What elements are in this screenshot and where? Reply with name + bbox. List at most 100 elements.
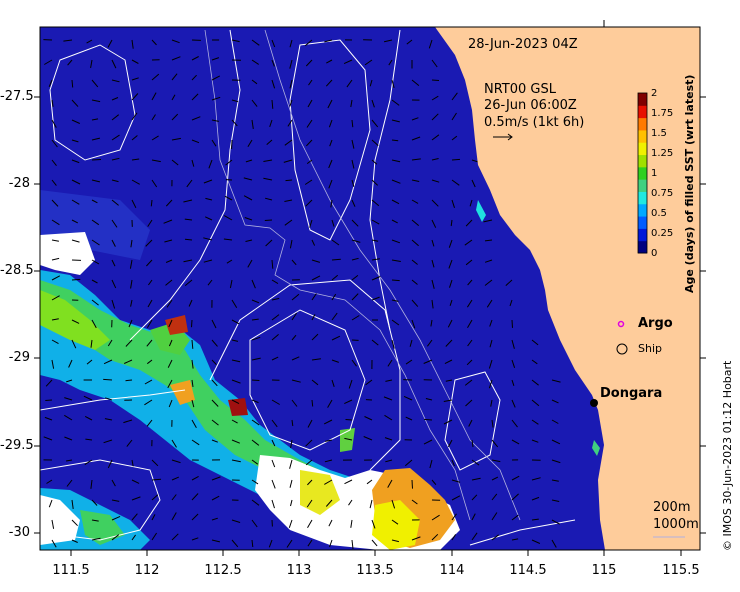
current-arrow xyxy=(251,419,260,426)
current-arrow xyxy=(211,439,218,443)
current-arrow xyxy=(263,159,273,162)
current-arrow xyxy=(131,534,137,541)
current-arrow xyxy=(231,99,239,103)
current-arrow xyxy=(191,493,199,501)
current-arrow xyxy=(451,513,457,521)
current-arrow xyxy=(531,439,539,443)
colorbar-segment xyxy=(638,154,647,168)
current-arrow xyxy=(363,436,373,441)
current-arrow xyxy=(445,379,453,382)
current-arrow xyxy=(46,479,53,484)
current-arrow xyxy=(351,315,360,321)
current-arrow xyxy=(231,379,241,384)
current-arrow xyxy=(191,399,195,408)
current-arrow xyxy=(384,414,393,421)
current-arrow xyxy=(411,279,418,285)
y-tick-label: -30 xyxy=(8,525,30,540)
current-arrow xyxy=(128,319,133,328)
current-arrow xyxy=(130,279,133,289)
current-arrow xyxy=(251,357,261,361)
current-arrow xyxy=(331,258,341,261)
colorbar-segment xyxy=(638,105,647,119)
current-arrow xyxy=(391,199,400,205)
current-arrow xyxy=(391,279,400,282)
current-arrow xyxy=(411,179,420,182)
current-arrow xyxy=(451,199,455,208)
current-arrow xyxy=(151,135,159,141)
current-arrow xyxy=(531,359,538,365)
current-arrow xyxy=(344,399,353,405)
x-tick-label: 114.5 xyxy=(509,563,547,578)
current-arrow xyxy=(431,134,440,141)
current-arrow xyxy=(211,379,218,387)
current-arrow xyxy=(186,179,193,188)
current-arrow xyxy=(409,339,413,347)
current-arrow xyxy=(324,459,333,463)
current-arrow xyxy=(383,396,393,401)
current-arrow xyxy=(431,219,437,228)
current-arrow xyxy=(426,339,433,347)
current-arrow xyxy=(289,459,293,469)
current-arrow xyxy=(103,378,113,381)
current-arrow xyxy=(251,539,254,548)
current-arrow xyxy=(307,479,313,486)
current-arrow xyxy=(245,239,253,242)
current-arrow xyxy=(365,379,373,386)
current-arrow xyxy=(183,259,193,263)
current-arrow xyxy=(191,379,194,387)
current-arrow xyxy=(251,79,258,85)
current-arrow xyxy=(331,274,339,281)
current-arrow xyxy=(164,239,173,243)
current-arrow xyxy=(465,219,473,227)
current-arrow xyxy=(383,39,393,43)
current-arrow xyxy=(345,419,353,421)
current-arrow xyxy=(465,259,473,266)
current-arrow xyxy=(86,39,93,44)
current-arrow xyxy=(263,177,273,181)
current-arrow xyxy=(326,59,333,64)
current-arrow xyxy=(163,219,173,224)
current-arrow xyxy=(251,399,259,404)
current-arrow xyxy=(306,159,313,165)
current-arrow xyxy=(251,318,259,321)
current-arrow xyxy=(324,479,333,485)
current-arrow xyxy=(91,159,102,161)
isobath-label-200m: 200m xyxy=(653,500,691,515)
current-arrow xyxy=(429,459,433,469)
current-arrow xyxy=(384,437,393,441)
current-arrow xyxy=(551,439,561,445)
current-arrow xyxy=(311,358,321,361)
current-arrow xyxy=(231,439,240,444)
current-arrow xyxy=(431,533,439,541)
current-arrow xyxy=(231,459,241,463)
current-arrow xyxy=(151,39,157,46)
current-arrow xyxy=(445,339,453,347)
current-arrow xyxy=(351,199,356,207)
current-arrow xyxy=(90,59,93,68)
current-arrow xyxy=(366,479,373,485)
current-arrow xyxy=(364,59,373,66)
current-arrow xyxy=(211,139,217,147)
current-arrow xyxy=(351,359,357,367)
current-arrow xyxy=(511,339,515,349)
current-arrow xyxy=(423,359,433,364)
current-arrow xyxy=(423,439,433,445)
current-arrow xyxy=(71,139,79,143)
current-arrow xyxy=(411,536,421,541)
current-arrow xyxy=(486,299,493,308)
colorbar-segment xyxy=(638,179,647,192)
current-arrow xyxy=(266,139,273,145)
current-arrow xyxy=(531,379,539,386)
current-arrow xyxy=(351,257,359,261)
current-arrow xyxy=(203,237,213,241)
current-arrow xyxy=(411,499,418,505)
current-arrow xyxy=(405,416,413,421)
current-arrow xyxy=(371,258,380,261)
current-arrow xyxy=(171,137,181,141)
current-arrow xyxy=(51,539,57,548)
current-arrow xyxy=(226,259,233,264)
current-arrow xyxy=(311,399,314,407)
current-arrow xyxy=(371,219,380,225)
current-arrow xyxy=(305,59,313,67)
current-arrow xyxy=(391,239,401,244)
